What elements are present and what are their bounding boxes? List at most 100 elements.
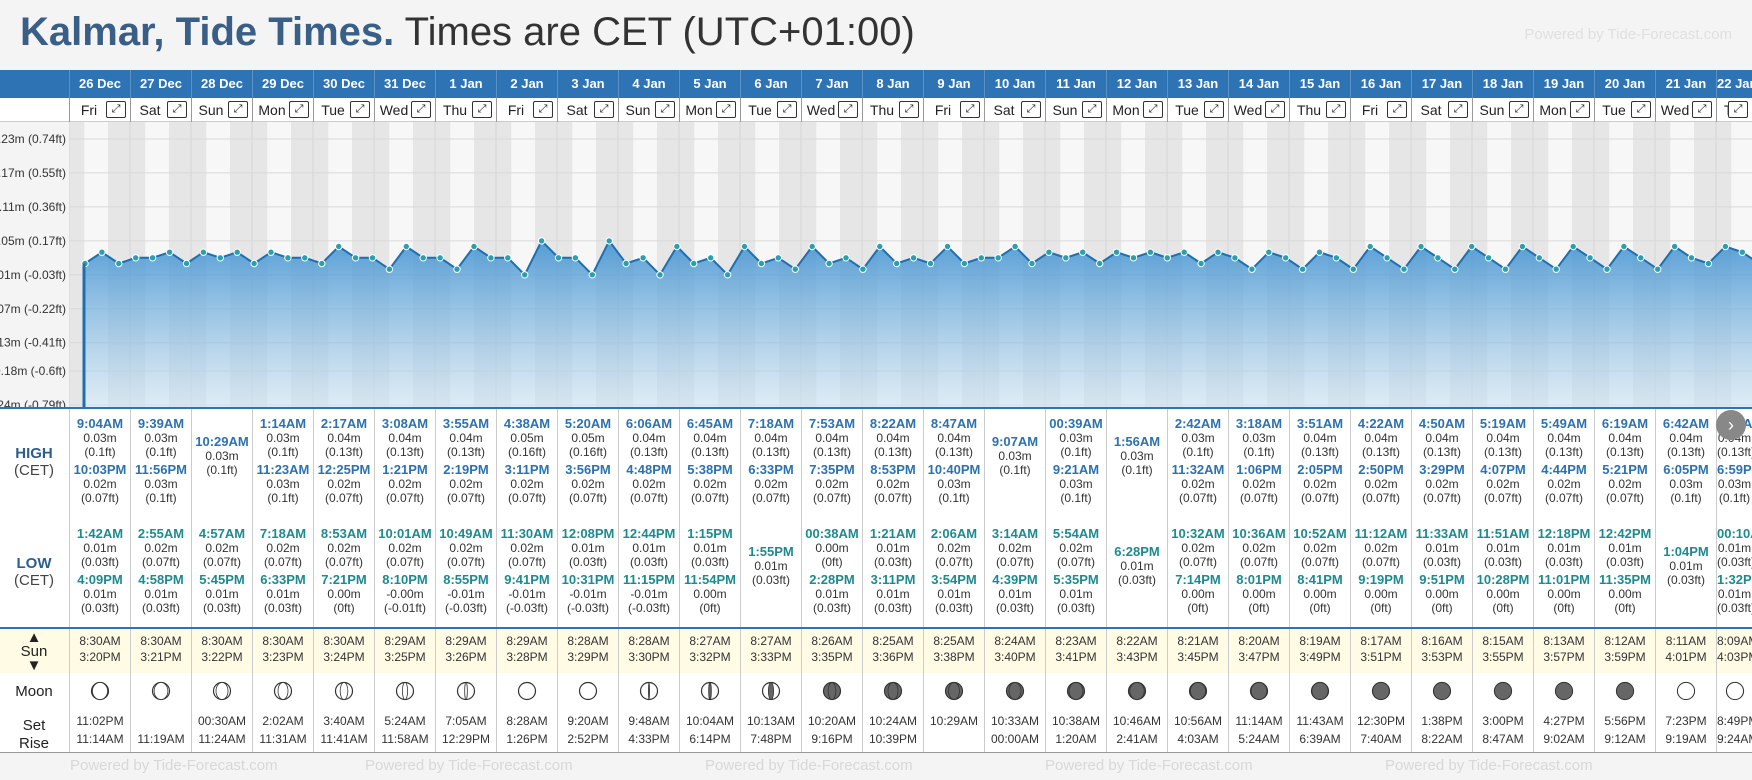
- weekday-label: Sat: [1420, 102, 1442, 118]
- expand-icon[interactable]: ⤢: [533, 101, 553, 118]
- expand-icon[interactable]: ⤢: [1204, 101, 1224, 118]
- expand-icon[interactable]: ⤢: [1265, 101, 1285, 118]
- expand-icon[interactable]: ⤢: [838, 101, 858, 118]
- high-tide-meters: 0.02m: [1303, 477, 1337, 491]
- moonset-time: 9:48AM: [628, 714, 670, 728]
- low-tide-time: 4:39PM: [992, 572, 1038, 587]
- moon-cell: 11:19AM: [130, 673, 191, 752]
- expand-icon[interactable]: ⤢: [1326, 101, 1346, 118]
- moonrise-time: 2:52PM: [567, 732, 609, 746]
- low-tide-entry: 7:18AM 0.02m (0.07ft): [253, 527, 313, 570]
- moon-phase-icon: [1493, 681, 1513, 701]
- expand-icon[interactable]: ⤢: [1631, 101, 1651, 118]
- low-tide-entry: 3:11PM 0.01m (0.03ft): [863, 573, 923, 616]
- expand-icon[interactable]: ⤢: [1387, 101, 1407, 118]
- sun-cell: 8:25AM 3:36PM: [862, 629, 923, 673]
- high-tide-feet: (0.07ft): [1605, 491, 1644, 505]
- expand-icon[interactable]: ⤢: [228, 101, 248, 118]
- high-tide-meters: 0.04m: [327, 431, 361, 445]
- moon-phase-icon: [1371, 681, 1391, 701]
- expand-icon[interactable]: ⤢: [1692, 101, 1712, 118]
- high-tide-column: 4:50AM 0.04m (0.13ft) 3:29PM 0.02m (0.07ft): [1411, 409, 1472, 519]
- weekday-label: Sun: [1479, 102, 1505, 118]
- expand-icon[interactable]: ⤢: [350, 101, 370, 118]
- sunrise-time: 8:13AM: [1543, 634, 1585, 648]
- expand-icon[interactable]: ⤢: [655, 101, 675, 118]
- low-tide-time: 11:15PM: [622, 572, 676, 587]
- moon-cell: 5:56PM 9:12AM: [1594, 673, 1655, 752]
- sun-cell: 8:09AM 4:03PM: [1716, 629, 1752, 673]
- tide-point: [1283, 255, 1289, 261]
- date-cell: 10 Jan: [984, 70, 1045, 98]
- expand-icon[interactable]: ⤢: [106, 101, 126, 118]
- weekday-label: Thu: [869, 102, 895, 118]
- low-tide-feet: (0ft): [1553, 601, 1575, 615]
- high-tide-time: 6:19AM: [1601, 416, 1649, 431]
- tide-point: [403, 243, 409, 249]
- low-tide-feet: (0ft): [821, 555, 843, 569]
- low-tide-feet: (0ft): [1309, 601, 1331, 615]
- date-cell: 29 Dec: [252, 70, 313, 98]
- high-tide-entry: 2:19PM 0.02m (0.07ft): [436, 463, 496, 506]
- expand-icon[interactable]: ⤢: [1448, 101, 1468, 118]
- low-tide-entry: 8:53AM 0.02m (0.07ft): [314, 526, 374, 570]
- date-cell: 27 Dec: [130, 70, 191, 98]
- low-tide-time: 8:53AM: [320, 526, 368, 541]
- date-cell: 28 Dec: [191, 70, 252, 98]
- sunset-time: 4:01PM: [1665, 650, 1707, 664]
- date-cell: 1 Jan: [435, 70, 496, 98]
- expand-icon[interactable]: ⤢: [777, 101, 797, 118]
- high-tide-meters: 0.02m: [815, 477, 849, 491]
- low-tide-entry: 11:54PM 0.00m (0ft): [680, 573, 740, 616]
- high-tide-column: 9:07AM 0.03m (0.1ft): [984, 409, 1045, 519]
- low-tide-meters: 0.01m: [1425, 541, 1459, 555]
- tide-point: [640, 255, 646, 261]
- high-tide-entry: 2:42AM 0.03m (0.1ft): [1168, 417, 1228, 460]
- weekday-cell: Mon ⤢: [252, 98, 313, 122]
- expand-icon[interactable]: ⤢: [960, 101, 980, 118]
- high-tide-time: 8:53PM: [870, 462, 916, 477]
- expand-icon[interactable]: ⤢: [411, 101, 431, 118]
- expand-icon[interactable]: ⤢: [1728, 101, 1748, 118]
- expand-icon[interactable]: ⤢: [594, 101, 614, 118]
- expand-icon[interactable]: ⤢: [1021, 101, 1041, 118]
- sun-cell: 8:29AM 3:25PM: [374, 629, 435, 673]
- date-cell: 7 Jan: [801, 70, 862, 98]
- moon-phase-icon: [517, 681, 537, 701]
- high-tide-meters: 0.03m: [1059, 431, 1093, 445]
- moonrise-time: 8:47AM: [1482, 732, 1524, 746]
- low-tide-entry: 10:49AM 0.02m (0.07ft): [436, 527, 496, 570]
- high-tide-entry: 4:38AM 0.05m (0.16ft): [497, 416, 557, 460]
- next-arrow-button[interactable]: ›: [1716, 410, 1746, 440]
- moon-phase-icon: [883, 681, 903, 701]
- expand-icon[interactable]: ⤢: [1143, 101, 1163, 118]
- expand-icon[interactable]: ⤢: [899, 101, 919, 118]
- expand-icon[interactable]: ⤢: [289, 101, 309, 118]
- moonset-time: 11:02PM: [76, 714, 124, 728]
- low-tide-entry: 10:36AM 0.02m (0.07ft): [1229, 527, 1289, 570]
- expand-icon[interactable]: ⤢: [472, 101, 492, 118]
- low-tide-time: 8:01PM: [1236, 572, 1282, 587]
- high-tide-feet: (0.1ft): [145, 445, 177, 459]
- weekday-label: Tue: [1175, 102, 1199, 118]
- high-tide-meters: 0.03m: [1120, 449, 1154, 463]
- tide-point: [944, 243, 950, 249]
- low-tide-column: 5:54AM 0.02m (0.07ft) 5:35PM 0.01m (0.03ft): [1045, 519, 1106, 627]
- expand-icon[interactable]: ⤢: [167, 101, 187, 118]
- high-tide-entry: 12:25PM 0.02m (0.07ft): [314, 463, 374, 506]
- low-tide-feet: (-0.03ft): [444, 601, 487, 615]
- high-tide-feet: (0.13ft): [690, 445, 729, 459]
- tide-point: [352, 255, 358, 261]
- date-cell: 22 Jan: [1716, 70, 1752, 98]
- low-tide-time: 11:35PM: [1598, 572, 1652, 587]
- expand-icon[interactable]: ⤢: [1082, 101, 1102, 118]
- low-tide-meters: 0.01m: [876, 541, 910, 555]
- expand-icon[interactable]: ⤢: [1509, 101, 1529, 118]
- low-tide-time: 1:21AM: [869, 526, 917, 541]
- high-tide-feet: (0.07ft): [324, 491, 363, 505]
- expand-icon[interactable]: ⤢: [716, 101, 736, 118]
- expand-icon[interactable]: ⤢: [1570, 101, 1590, 118]
- high-tide-time: 4:38AM: [503, 416, 551, 431]
- moonrise-time: 1:26PM: [506, 732, 548, 746]
- date-cell: 4 Jan: [618, 70, 679, 98]
